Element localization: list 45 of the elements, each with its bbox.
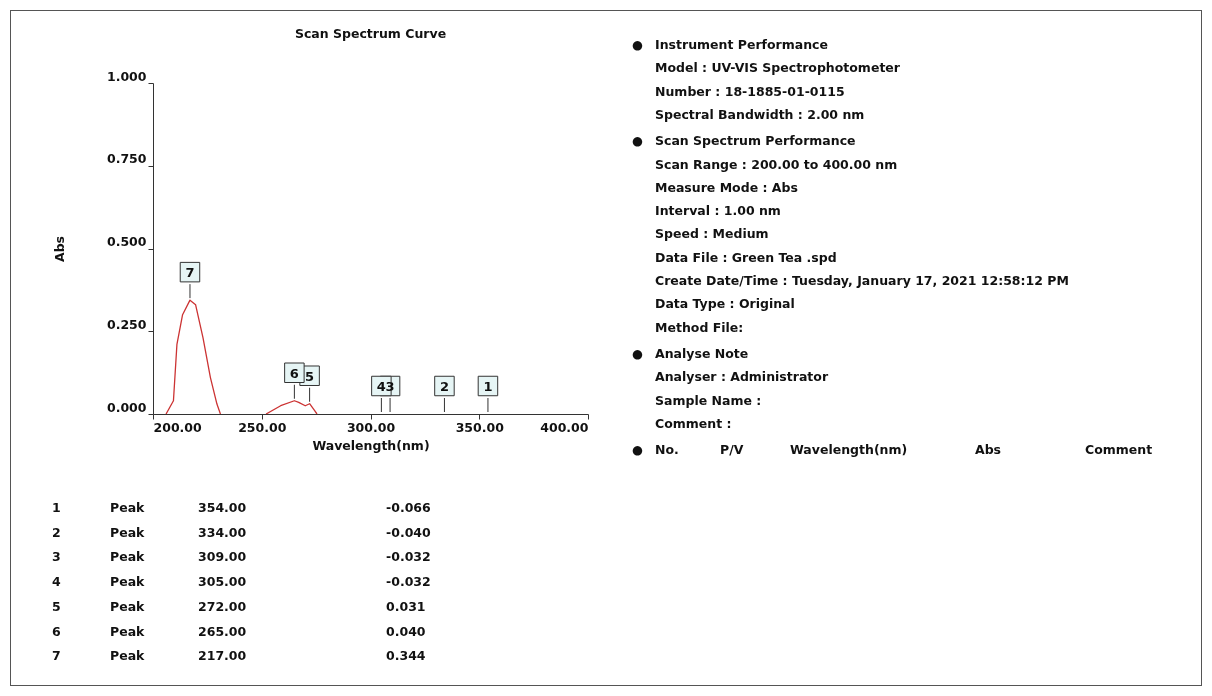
text: ● Scan Spectrum Performance xyxy=(632,133,856,149)
text: 2 Peak 334.00 -0.040 xyxy=(52,524,431,540)
x-tick-label: 300.00 xyxy=(346,419,396,435)
text: ● Analyse Note xyxy=(632,345,749,361)
text: Data File : Green Tea .spd xyxy=(655,249,837,265)
text: Scan Range : 200.00 to 400.00 nm xyxy=(655,156,898,172)
text: Speed : Medium xyxy=(655,226,769,242)
text: Model : UV-VIS Spectrophotometer xyxy=(655,60,900,76)
y-tick-label: 0.750 xyxy=(106,151,147,167)
y-tick-label: 0.500 xyxy=(106,234,147,249)
annotation: 4 xyxy=(376,379,386,394)
annotation: 5 xyxy=(305,368,315,384)
text: Number : 18-1885-01-0115 xyxy=(655,83,845,99)
text: Create Date/Time : Tuesday, January 17, 2021 12:58:12 PM xyxy=(655,273,1069,288)
text: 6 Peak 265.00 0.040 xyxy=(52,623,426,639)
text: 4 Peak 305.00 -0.032 xyxy=(52,574,431,590)
y-axis-title: Abs xyxy=(51,235,67,263)
x-axis-title: Wavelength(nm) xyxy=(312,438,430,453)
text: Interval : 1.00 nm xyxy=(655,203,781,219)
y-tick-label: 0.000 xyxy=(106,399,147,415)
annotation: 7 xyxy=(185,265,195,281)
x-tick-label: 350.00 xyxy=(455,419,505,435)
x-tick-label: 250.00 xyxy=(238,419,287,435)
text: Data Type : Original xyxy=(655,296,795,312)
text: 7 Peak 217.00 0.344 xyxy=(52,648,426,664)
text: ● Instrument Performance xyxy=(632,37,828,52)
text: 5 Peak 272.00 0.031 xyxy=(52,598,426,614)
text: 1 Peak 354.00 -0.066 xyxy=(52,500,431,515)
text: Sample Name : xyxy=(655,392,762,408)
annotation: 6 xyxy=(289,365,299,381)
y-tick-label: 0.250 xyxy=(106,316,147,332)
annotation: 3 xyxy=(385,379,395,394)
text: ● No. P/V Wavelength(nm) Abs Comment xyxy=(632,442,1153,458)
text: Method File: xyxy=(655,319,744,335)
chart-title: Scan Spectrum Curve xyxy=(294,25,447,41)
y-tick-label: 1.000 xyxy=(106,68,147,84)
text: Comment : xyxy=(655,415,732,431)
annotation: 1 xyxy=(483,379,493,394)
text: Spectral Bandwidth : 2.00 nm xyxy=(655,106,865,122)
x-tick-label: 200.00 xyxy=(153,419,203,435)
x-tick-label: 400.00 xyxy=(540,419,589,435)
annotation: 2 xyxy=(439,379,449,394)
text: 3 Peak 309.00 -0.032 xyxy=(52,549,431,565)
text: Measure Mode : Abs xyxy=(655,179,798,195)
text: Analyser : Administrator xyxy=(655,369,829,385)
